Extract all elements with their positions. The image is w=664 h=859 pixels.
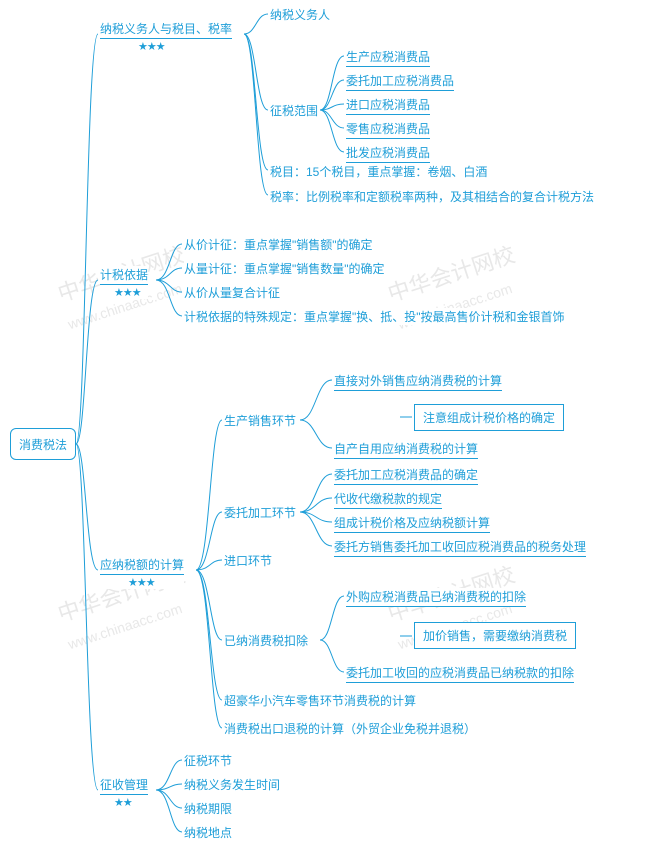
scope-item: 委托加工应税消费品 [346,72,454,91]
node-luxcar: 超豪华小汽车零售环节消费税的计算 [224,692,416,709]
admin-item: 纳税期限 [184,800,232,817]
produce-item: 自产自用应纳消费税的计算 [334,440,478,459]
branch-admin: 征收管理 ★★ [100,776,148,809]
callout-produce: 注意组成计税价格的确定 [414,404,564,431]
scope-item: 进口应税消费品 [346,96,430,115]
node-scope: 征税范围 [270,102,318,119]
node-taxrate: 税率：比例税率和定额税率两种，及其相结合的复合计税方法 [270,188,594,205]
node-deduct: 已纳消费税扣除 [224,632,308,649]
node-taxitems: 税目：15个税目，重点掌握：卷烟、白酒 [270,163,487,180]
entrust-item: 组成计税价格及应纳税额计算 [334,514,490,533]
scope-item: 生产应税消费品 [346,48,430,67]
root-node: 消费税法 [10,428,76,460]
node-entrust: 委托加工环节 [224,504,296,521]
basis-item: 从价从量复合计征 [184,284,280,301]
deduct-item: 委托加工收回的应税消费品已纳税款的扣除 [346,664,574,683]
node-produce: 生产销售环节 [224,412,296,429]
basis-item: 从量计征：重点掌握"销售数量"的确定 [184,260,385,277]
scope-item: 零售应税消费品 [346,120,430,139]
branch-taxpayer: 纳税义务人与税目、税率 ★★★ [100,20,232,53]
callout-deduct: 加价销售，需要缴纳消费税 [414,622,576,649]
basis-item: 从价计征：重点掌握"销售额"的确定 [184,236,373,253]
branch-calc: 应纳税额的计算 ★★★ [100,556,184,589]
branch-basis: 计税依据 ★★★ [100,266,148,299]
entrust-item: 委托方销售委托加工收回应税消费品的税务处理 [334,538,586,557]
entrust-item: 代收代缴税款的规定 [334,490,442,509]
entrust-item: 委托加工应税消费品的确定 [334,466,478,485]
deduct-item: 外购应税消费品已纳消费税的扣除 [346,588,526,607]
admin-item: 纳税义务发生时间 [184,776,280,793]
node-taxpayer2: 纳税义务人 [270,6,330,23]
produce-item: 直接对外销售应纳消费税的计算 [334,372,502,391]
node-export: 消费税出口退税的计算（外贸企业免税并退税） [224,720,476,737]
admin-item: 纳税地点 [184,824,232,841]
scope-item: 批发应税消费品 [346,144,430,163]
basis-item: 计税依据的特殊规定：重点掌握"换、抵、投"按最高售价计税和金银首饰 [184,308,565,325]
node-import: 进口环节 [224,552,272,569]
admin-item: 征税环节 [184,752,232,769]
